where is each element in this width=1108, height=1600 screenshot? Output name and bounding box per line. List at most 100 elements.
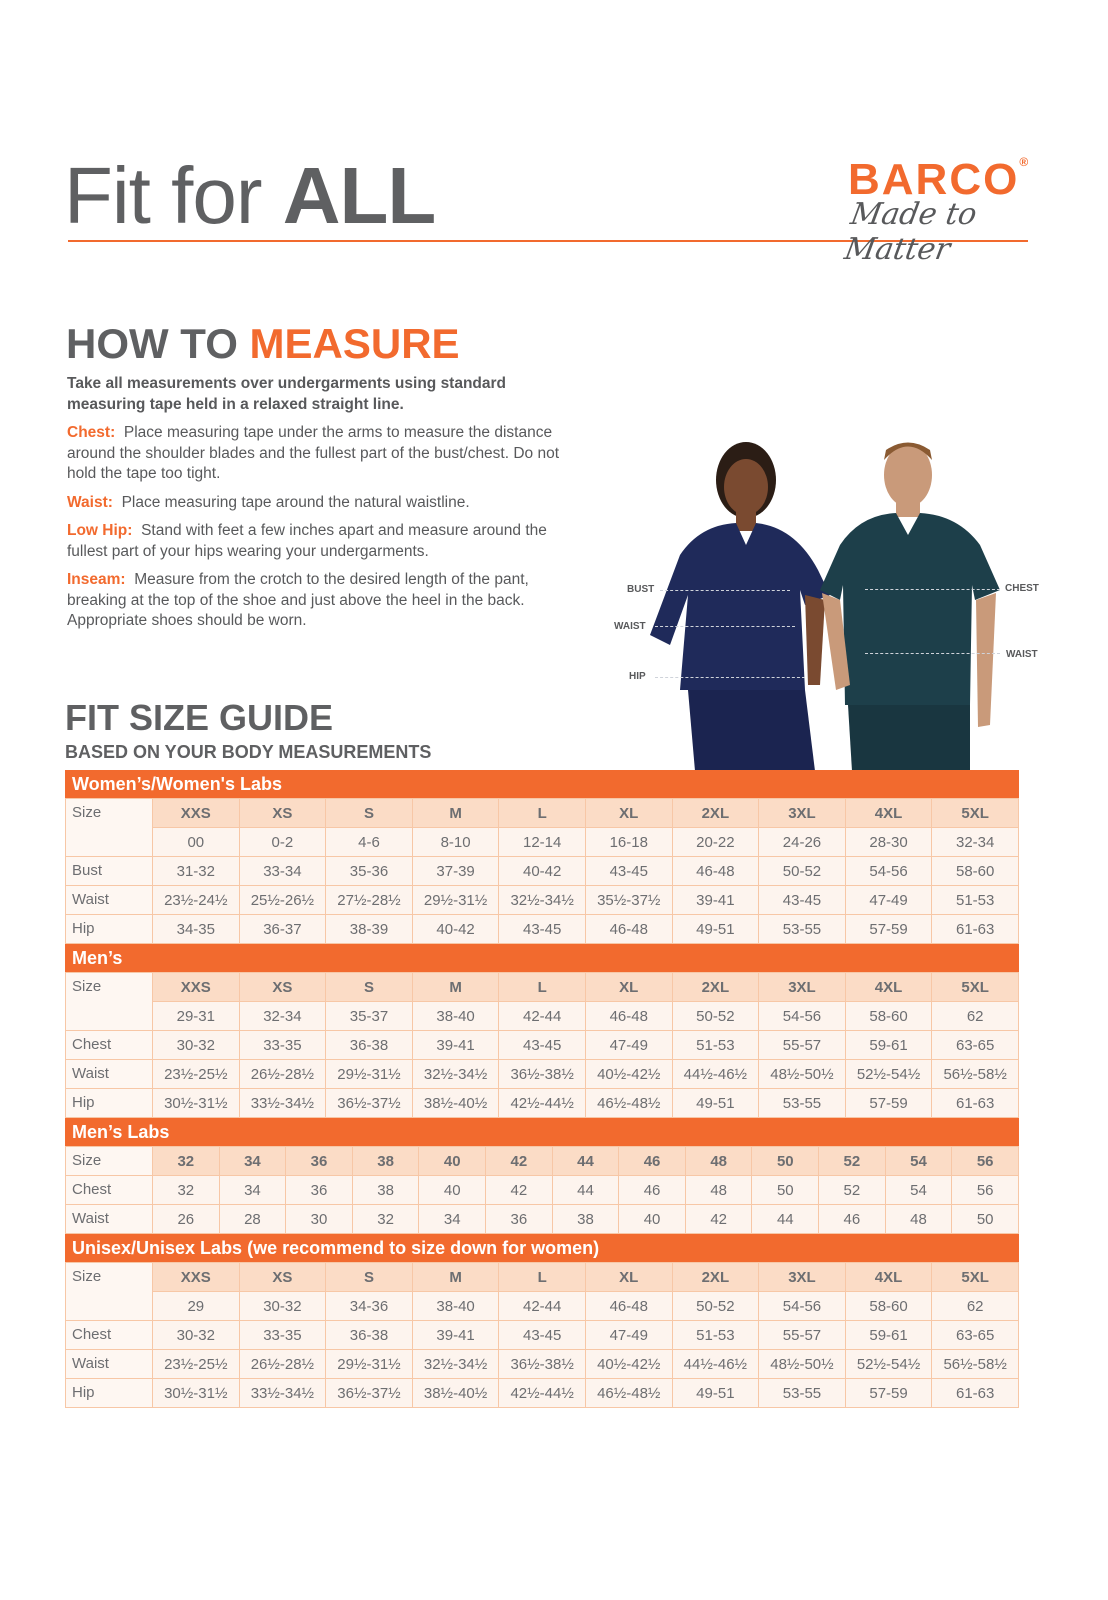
table-cell: 42-44 (498, 1291, 586, 1321)
table-cell: 49-51 (671, 914, 760, 944)
table-cell: 50-52 (671, 1291, 760, 1321)
table-row: Waist 26 28 30 32 34 36 38 40 42 44 46 48 50 (65, 1204, 1019, 1234)
size-tables: Women’s/Women's Labs Size XXS XS S M L XL 2XL 3XL… (65, 770, 1019, 1408)
row-label: Hip (65, 1378, 153, 1408)
table-cell: 44½-46½ (671, 1059, 760, 1089)
table-cell: 26 (152, 1204, 220, 1234)
table-cell: 32½-34½ (498, 885, 586, 915)
table-cell: 43-45 (498, 914, 586, 944)
table-cell: 28-30 (844, 827, 933, 857)
table-cell: 50-52 (758, 856, 846, 886)
table-row: Chest 30-32 33-35 36-38 39-41 43-45 47-49 51-53… (65, 1030, 1019, 1060)
instruction-text: Place measuring tape under the arms to m… (67, 424, 560, 482)
table-cell: 29½-31½ (325, 1349, 413, 1379)
table-cell: XL (584, 1262, 673, 1292)
table-cell: 49-51 (671, 1088, 760, 1118)
table-cell: 33-35 (238, 1030, 327, 1060)
table-cell: 47-49 (844, 885, 933, 915)
table-cell: S (325, 1262, 413, 1292)
table-cell: 32 (152, 1146, 220, 1176)
table-cell: 0-2 (238, 827, 327, 857)
table-cell: 40½-42½ (584, 1349, 673, 1379)
table-cell: 30-32 (152, 1320, 240, 1350)
table-row: Hip 34-35 36-37 38-39 40-42 43-45 46-48 49-51 53… (65, 914, 1019, 944)
row-label: Waist (65, 1204, 153, 1234)
table-cell: 36-37 (238, 914, 327, 944)
row-label: Size (65, 972, 153, 1031)
row-label: Chest (65, 1175, 153, 1205)
table-cell: 48 (684, 1146, 753, 1176)
table-cell: M (411, 972, 500, 1002)
table-cell: 46½-48½ (584, 1378, 673, 1408)
table-cell: XL (584, 798, 673, 828)
table-cell: 8-10 (411, 827, 500, 857)
table-cell: 32½-34½ (411, 1059, 500, 1089)
table-cell: 63-65 (931, 1320, 1019, 1350)
table-cell: 4-6 (325, 827, 413, 857)
table-cell: 46 (618, 1146, 686, 1176)
table-cell: 57-59 (844, 1378, 933, 1408)
instruction-low-hip: Low Hip: Stand with feet a few inches ap… (67, 521, 567, 562)
table-cell: 24-26 (758, 827, 846, 857)
table-cell: XL (584, 972, 673, 1002)
table-cell: 42-44 (498, 1001, 586, 1031)
table-cell: 40-42 (411, 914, 500, 944)
table-cell: 48½-50½ (758, 1349, 846, 1379)
chest-line (865, 589, 1000, 590)
table-cell: 32-34 (931, 827, 1019, 857)
measure-instructions: Take all measurements over undergarments… (67, 374, 567, 640)
table-cell: L (498, 972, 586, 1002)
table-cell: 38½-40½ (411, 1378, 500, 1408)
table-cell: 34-35 (152, 914, 240, 944)
table-cell: 34 (218, 1175, 287, 1205)
table-row: Size XXS XS S M L XL 2XL 3XL 4XL 5XL (65, 1262, 1019, 1321)
instruction-inseam: Inseam: Measure from the crotch to the d… (67, 570, 567, 632)
table-cell: 38 (351, 1175, 420, 1205)
table-cell: 30½-31½ (152, 1378, 240, 1408)
row-label: Size (65, 798, 153, 857)
title-light: Fit for (64, 151, 283, 240)
table-cell: 29 (152, 1291, 240, 1321)
table-cell: 58-60 (931, 856, 1019, 886)
table-section-header: Women’s/Women's Labs (65, 770, 1019, 798)
table-cell: 42½-44½ (498, 1378, 586, 1408)
table-cell: 32½-34½ (411, 1349, 500, 1379)
table-cell: 36-38 (325, 1030, 413, 1060)
term: Inseam: (67, 571, 126, 588)
table-cell: 39-41 (671, 885, 760, 915)
table-cell: 36½-37½ (325, 1378, 413, 1408)
table-cell: 61-63 (931, 1088, 1019, 1118)
table-cell: 46-48 (584, 914, 673, 944)
table-cell: 36½-38½ (498, 1349, 586, 1379)
table-cell: 23½-25½ (152, 1349, 240, 1379)
hip-line (655, 677, 805, 678)
table-cell: 52½-54½ (844, 1059, 933, 1089)
table-row: Hip 30½-31½ 33½-34½ 36½-37½ 38½-40½ 42½-44½ 46… (65, 1378, 1019, 1408)
table-row: Hip 30½-31½ 33½-34½ 36½-37½ 38½-40½ 42½-44½ 46… (65, 1088, 1019, 1118)
row-label: Waist (65, 885, 153, 915)
table-cell: 43-45 (498, 1030, 586, 1060)
table-cell: 42 (485, 1146, 553, 1176)
table-cell: 53-55 (758, 1378, 846, 1408)
table-cell: 33½-34½ (238, 1088, 327, 1118)
table-section-header: Men’s (65, 944, 1019, 972)
table-cell: 52 (818, 1175, 886, 1205)
table-cell: 48 (684, 1175, 753, 1205)
table-cell: 59-61 (844, 1030, 933, 1060)
table-cell: 43-45 (584, 856, 673, 886)
table-row: Waist 23½-25½ 26½-28½ 29½-31½ 32½-34½ 36½-38½… (65, 1059, 1019, 1089)
table-cell: 29½-31½ (411, 885, 500, 915)
table-cell: 46-48 (671, 856, 760, 886)
table-row: 00 0-2 4-6 8-10 12-14 16-18 20-22 24-26 28-30 32-… (66, 827, 1019, 857)
table-cell: 50 (951, 1204, 1019, 1234)
instruction-chest: Chest: Place measuring tape under the ar… (67, 423, 567, 485)
heading-accent: MEASURE (249, 320, 460, 367)
table-row: Waist 23½-24½ 25½-26½ 27½-28½ 29½-31½ 32½-34½… (65, 885, 1019, 915)
table-cell: 44 (551, 1146, 620, 1176)
table-cell: 36 (485, 1204, 553, 1234)
row-label: Size (65, 1262, 153, 1321)
fit-size-guide-subtitle: BASED ON YOUR BODY MEASUREMENTS (65, 742, 432, 762)
table-cell: 30-32 (238, 1291, 327, 1321)
table-cell: 39-41 (411, 1320, 500, 1350)
